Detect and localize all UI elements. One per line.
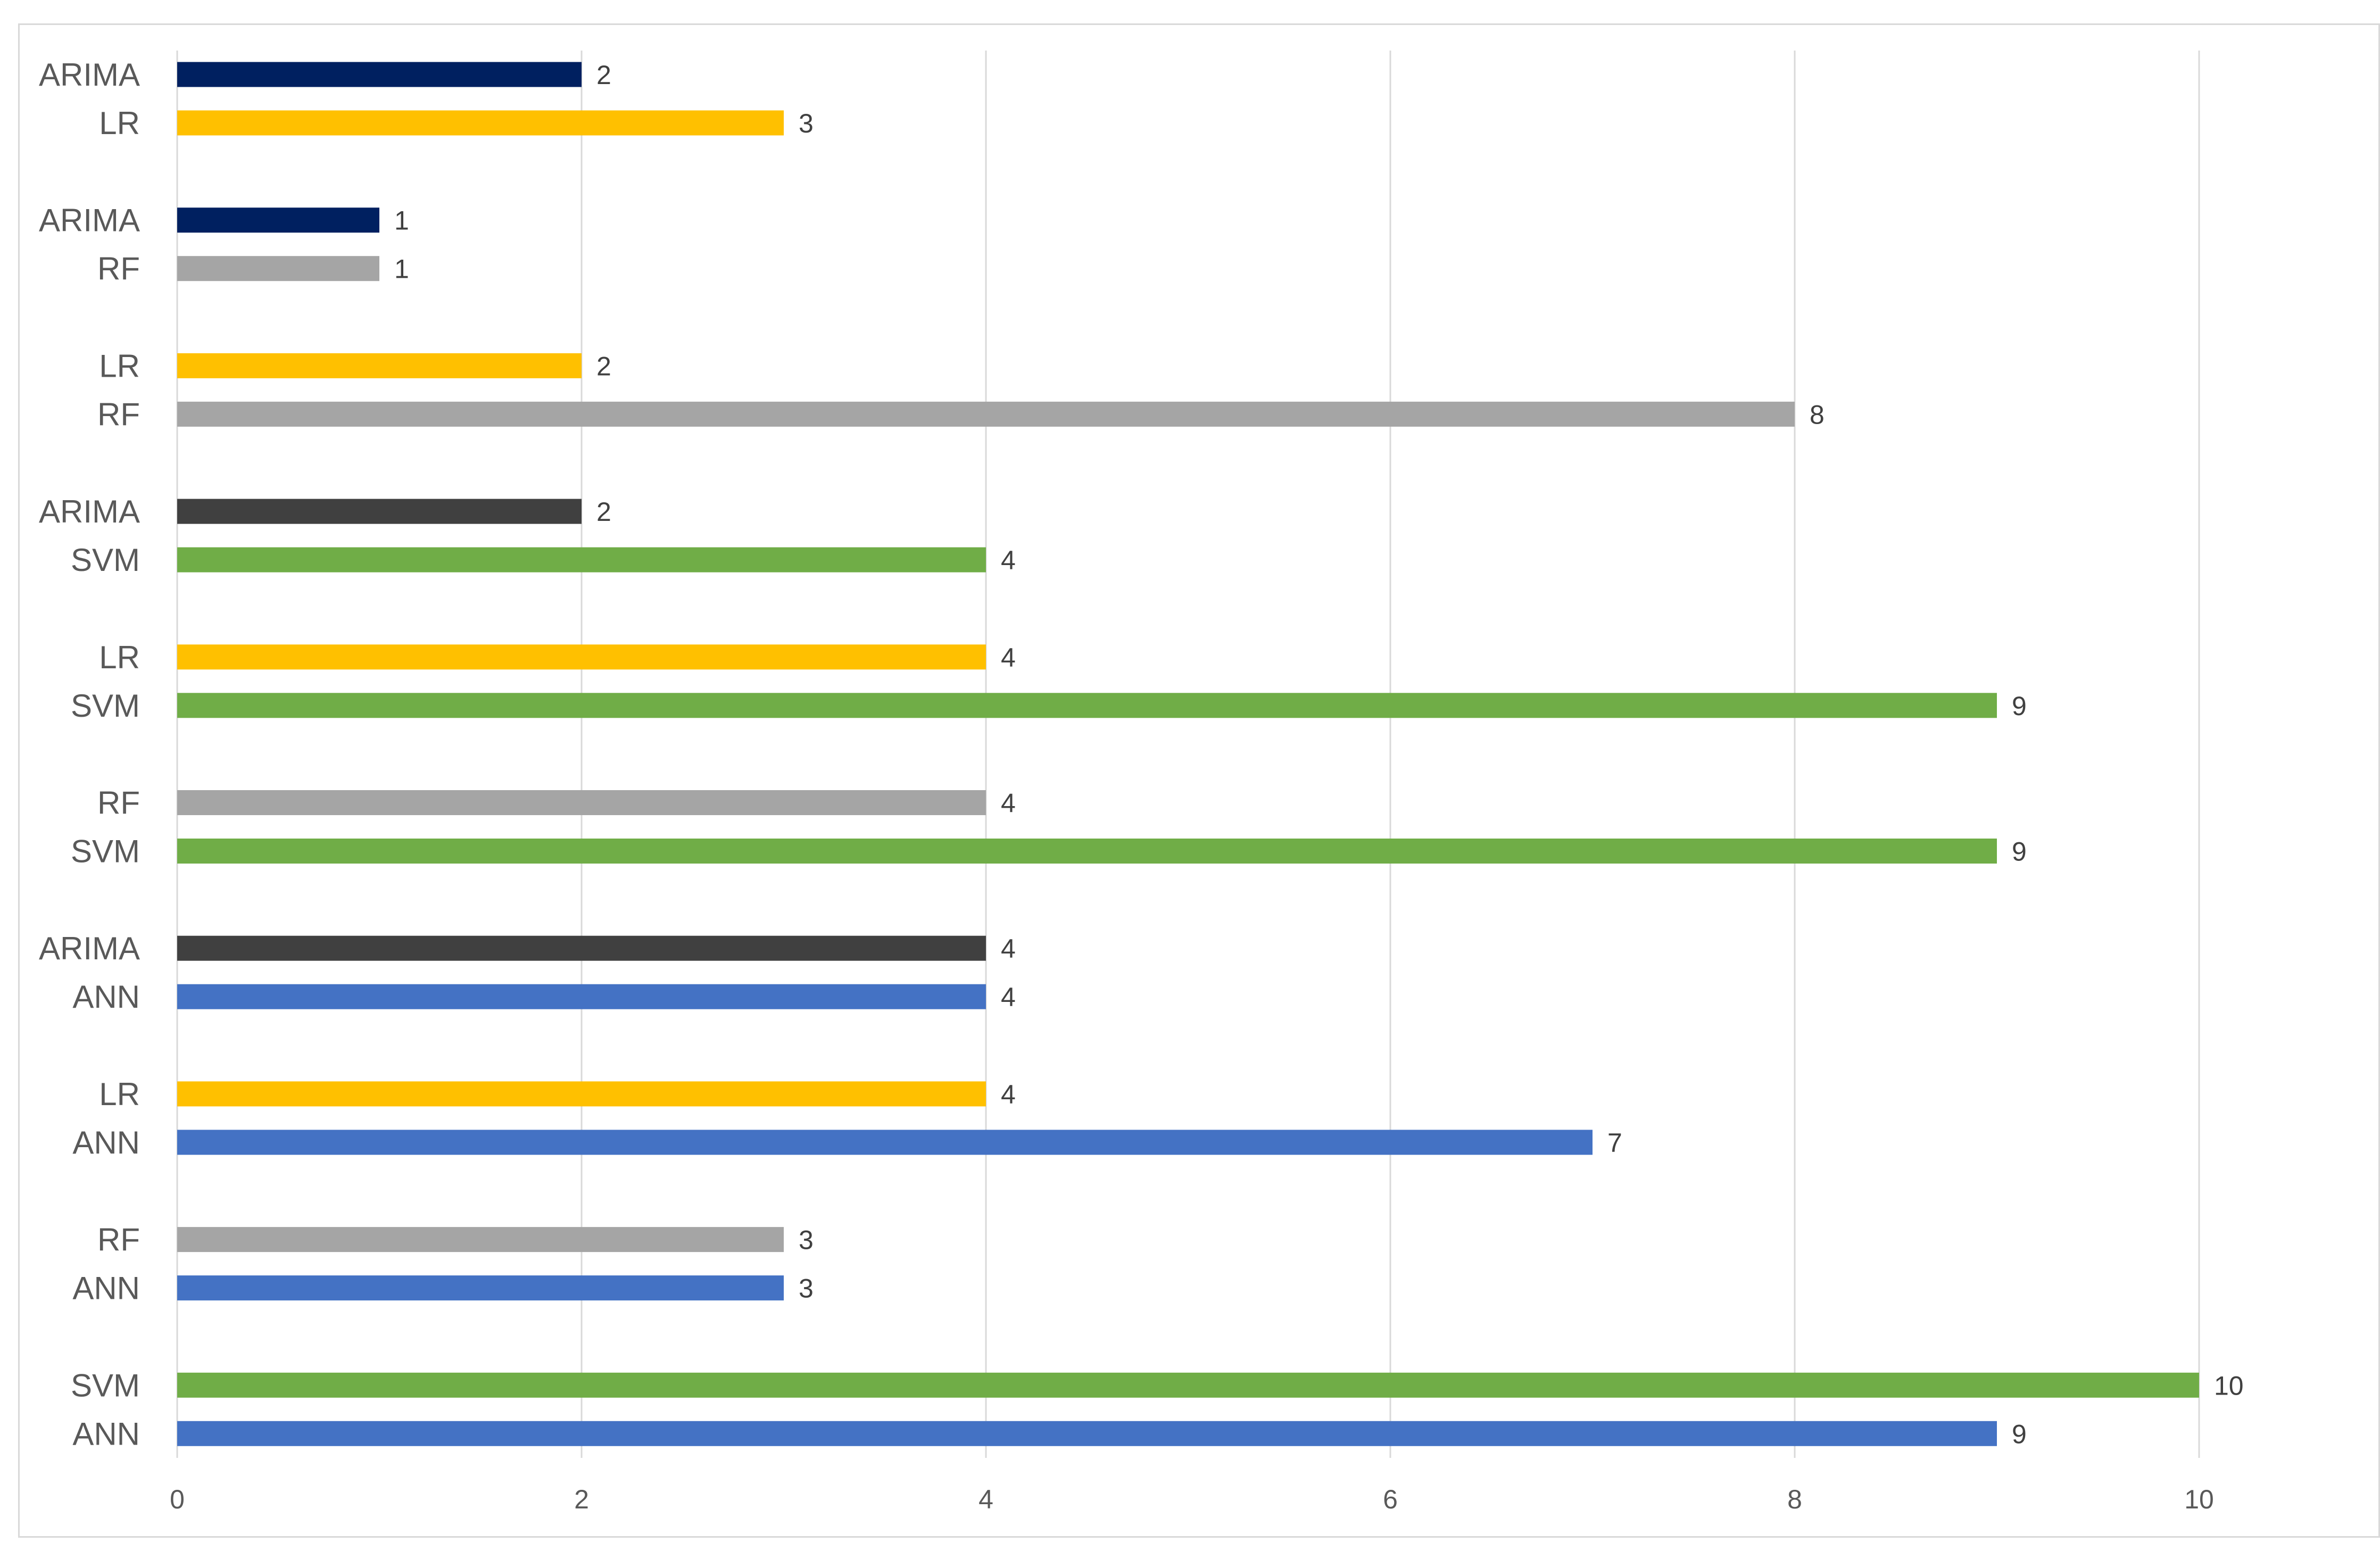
category-label: RF bbox=[97, 396, 140, 432]
category-label: LR bbox=[99, 348, 140, 384]
category-label: ANN bbox=[72, 979, 140, 1015]
category-label: ANN bbox=[72, 1416, 140, 1452]
bar-svm bbox=[177, 1372, 2199, 1398]
data-label: 3 bbox=[799, 1225, 814, 1255]
bar-svm bbox=[177, 839, 1997, 864]
data-label: 4 bbox=[1001, 545, 1016, 575]
category-label: ARIMA bbox=[39, 931, 140, 966]
bars bbox=[177, 62, 2199, 1446]
bar-ann bbox=[177, 1130, 1593, 1155]
category-label: SVM bbox=[71, 542, 140, 578]
bar-rf bbox=[177, 256, 379, 281]
bar-rf bbox=[177, 401, 1795, 427]
bar-lr bbox=[177, 644, 986, 670]
bar-arima bbox=[177, 208, 379, 233]
category-label: RF bbox=[97, 785, 140, 821]
data-label: 2 bbox=[596, 351, 611, 381]
bar-arima bbox=[177, 62, 582, 87]
x-tick-label: 10 bbox=[2184, 1484, 2214, 1514]
category-label: RF bbox=[97, 1222, 140, 1258]
data-label: 3 bbox=[799, 1274, 814, 1304]
bar-ann bbox=[177, 1275, 784, 1301]
category-label: SVM bbox=[71, 834, 140, 869]
x-axis-ticks: 0 2 4 6 8 10 bbox=[170, 1484, 2214, 1514]
gridlines bbox=[176, 51, 2200, 1458]
data-label: 9 bbox=[2012, 691, 2027, 721]
bar-lr bbox=[177, 353, 582, 378]
bar-ann bbox=[177, 984, 986, 1009]
bar-ann bbox=[177, 1421, 1997, 1446]
x-tick-label: 4 bbox=[978, 1484, 993, 1514]
x-tick-label: 8 bbox=[1787, 1484, 1802, 1514]
bar-svm bbox=[177, 547, 986, 573]
bar-arima bbox=[177, 935, 986, 961]
data-label: 7 bbox=[1607, 1128, 1622, 1158]
category-label: ANN bbox=[72, 1125, 140, 1160]
data-label: 4 bbox=[1001, 982, 1016, 1012]
data-label: 4 bbox=[1001, 643, 1016, 673]
data-label: 1 bbox=[394, 254, 409, 284]
category-labels: ARIMA LR ARIMA RF LR RF ARIMA SVM LR SVM RF SVM ARIM… bbox=[39, 57, 140, 1452]
data-label: 10 bbox=[2214, 1371, 2244, 1400]
data-label: 3 bbox=[799, 109, 814, 138]
category-label: SVM bbox=[71, 1367, 140, 1403]
bar-arima bbox=[177, 499, 582, 524]
bar-rf bbox=[177, 790, 986, 815]
category-label: ARIMA bbox=[39, 203, 140, 238]
data-label: 2 bbox=[596, 497, 611, 527]
category-label: RF bbox=[97, 251, 140, 287]
x-tick-label: 0 bbox=[170, 1484, 185, 1514]
data-label: 8 bbox=[1810, 400, 1825, 429]
data-label: 4 bbox=[1001, 1080, 1016, 1109]
category-label: LR bbox=[99, 105, 140, 141]
data-label: 9 bbox=[2012, 837, 2027, 867]
category-label: LR bbox=[99, 1076, 140, 1112]
category-label: ARIMA bbox=[39, 494, 140, 529]
data-label: 4 bbox=[1001, 934, 1016, 964]
data-label: 4 bbox=[1001, 789, 1016, 818]
category-label: ARIMA bbox=[39, 57, 140, 93]
bar-lr bbox=[177, 1081, 986, 1107]
data-labels: 2 3 1 1 2 8 2 4 4 9 4 9 4 4 4 7 3 3 10 9 bbox=[394, 60, 2244, 1449]
x-tick-label: 2 bbox=[574, 1484, 589, 1514]
category-label: LR bbox=[99, 640, 140, 675]
data-label: 2 bbox=[596, 60, 611, 90]
data-label: 9 bbox=[2012, 1419, 2027, 1449]
data-label: 1 bbox=[394, 206, 409, 236]
x-tick-label: 6 bbox=[1383, 1484, 1398, 1514]
category-label: SVM bbox=[71, 688, 140, 724]
bar-rf bbox=[177, 1227, 784, 1253]
bar-svm bbox=[177, 693, 1997, 718]
bar-lr bbox=[177, 110, 784, 136]
category-label: ANN bbox=[72, 1271, 140, 1306]
